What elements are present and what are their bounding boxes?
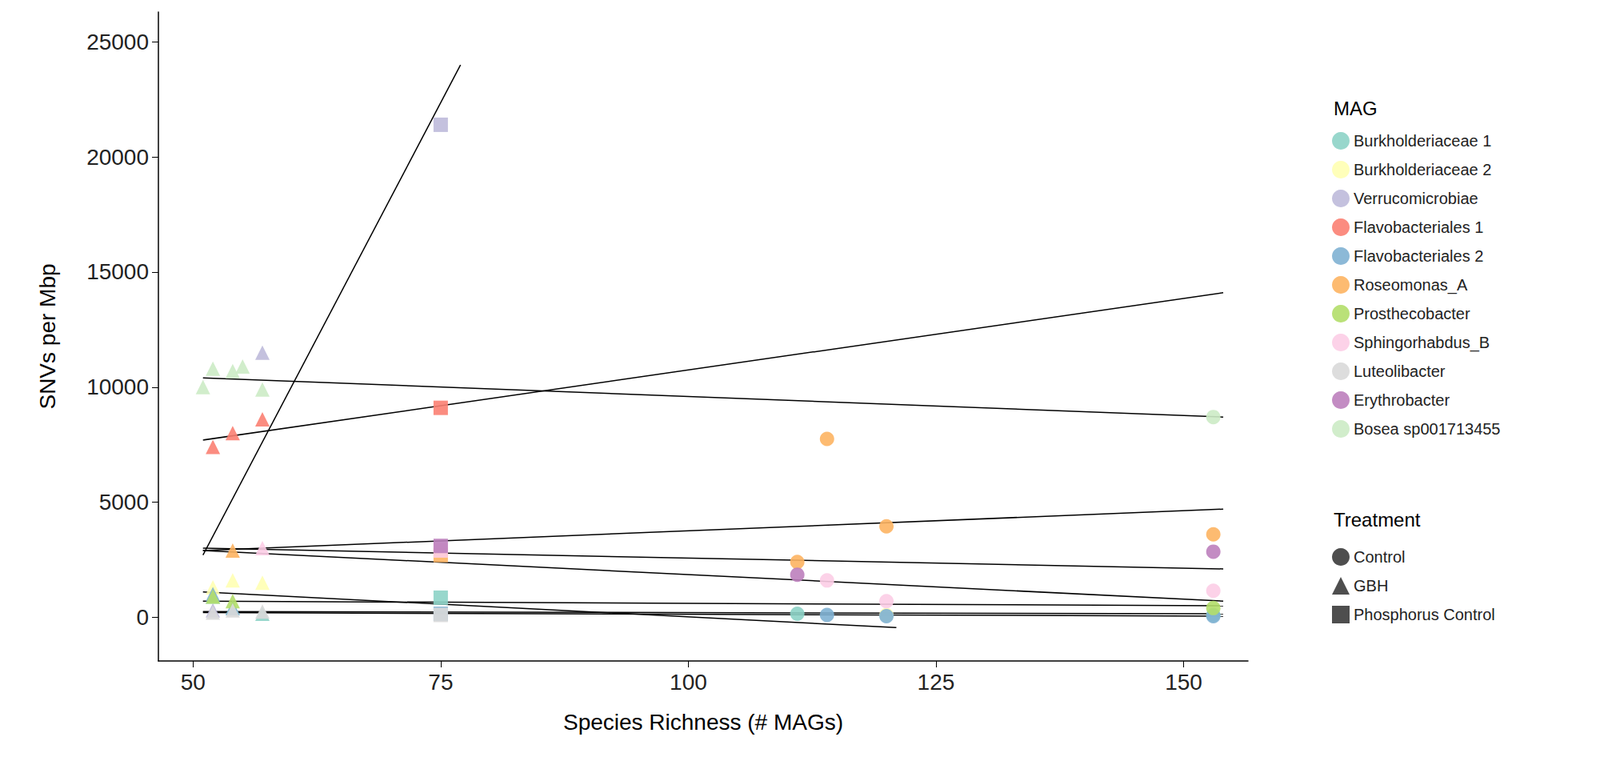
svg-text:10000: 10000: [86, 374, 149, 400]
svg-text:Burkholderiaceae 1: Burkholderiaceae 1: [1353, 132, 1492, 150]
svg-text:Sphingorhabdus_B: Sphingorhabdus_B: [1353, 333, 1490, 352]
svg-text:150: 150: [1164, 669, 1203, 695]
svg-text:SNVs per Mbp: SNVs per Mbp: [35, 263, 60, 409]
svg-text:75: 75: [428, 669, 453, 695]
svg-text:Luteolibacter: Luteolibacter: [1353, 362, 1446, 380]
svg-text:5000: 5000: [99, 489, 149, 515]
svg-text:Control: Control: [1353, 548, 1405, 566]
svg-text:Roseomonas_A: Roseomonas_A: [1353, 276, 1468, 295]
svg-text:Bosea sp001713455: Bosea sp001713455: [1353, 420, 1501, 438]
svg-text:Burkholderiaceae 2: Burkholderiaceae 2: [1353, 160, 1492, 179]
svg-text:Erythrobacter: Erythrobacter: [1353, 391, 1450, 409]
svg-text:MAG: MAG: [1333, 97, 1378, 120]
svg-text:Flavobacteriales 2: Flavobacteriales 2: [1353, 247, 1484, 265]
svg-text:25000: 25000: [86, 29, 149, 55]
svg-text:100: 100: [669, 669, 708, 695]
svg-text:Treatment: Treatment: [1333, 508, 1421, 531]
svg-text:Species Richness (# MAGs): Species Richness (# MAGs): [563, 709, 844, 735]
svg-text:0: 0: [136, 604, 149, 630]
svg-text:15000: 15000: [86, 259, 149, 284]
svg-text:Phosphorus Control: Phosphorus Control: [1353, 605, 1496, 624]
svg-text:20000: 20000: [86, 144, 149, 170]
svg-text:125: 125: [917, 669, 956, 695]
svg-text:50: 50: [180, 669, 206, 695]
svg-text:Verrucomicrobiae: Verrucomicrobiae: [1353, 189, 1479, 208]
svg-text:GBH: GBH: [1353, 576, 1388, 595]
svg-text:Flavobacteriales 1: Flavobacteriales 1: [1353, 218, 1484, 236]
svg-text:Prosthecobacter: Prosthecobacter: [1353, 304, 1471, 323]
